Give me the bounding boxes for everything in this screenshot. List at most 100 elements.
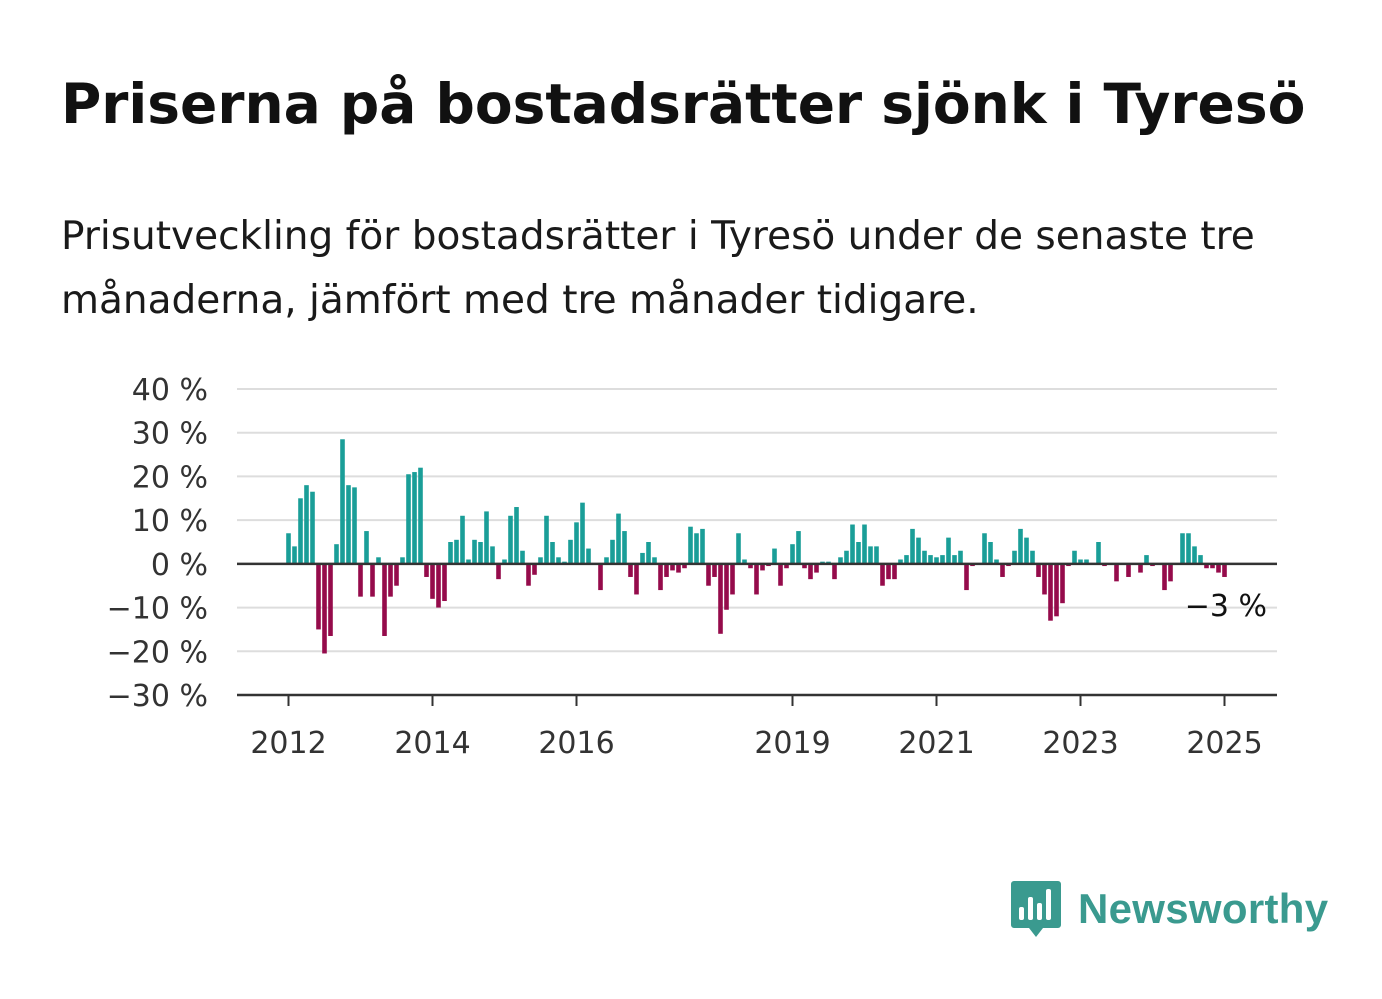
bar (1222, 563, 1227, 577)
bar (556, 557, 561, 564)
bar (376, 557, 381, 564)
bar (796, 531, 801, 564)
x-tick-label: 2012 (250, 726, 326, 761)
y-tick-label: 30 % (132, 417, 208, 452)
bar (988, 542, 993, 564)
bar-chart-speech-bubble-icon (1011, 881, 1061, 937)
bar (406, 474, 411, 564)
bar (1204, 563, 1209, 569)
bar (994, 559, 999, 564)
bar (934, 557, 939, 564)
bar (838, 557, 843, 564)
bar (586, 548, 591, 564)
bar (904, 555, 909, 564)
chart-subtitle: Prisutveckling för bostadsrätter i Tyres… (61, 214, 1255, 323)
bar (604, 557, 609, 564)
bar (460, 515, 465, 564)
bar (568, 539, 573, 564)
bar (1084, 559, 1089, 564)
bar (340, 439, 345, 564)
bar (880, 563, 885, 586)
y-tick-label: −20 % (107, 635, 208, 670)
bar (850, 524, 855, 564)
bar (490, 546, 495, 564)
bar (892, 563, 897, 580)
bar (454, 539, 459, 564)
x-tick-label: 2019 (754, 726, 830, 761)
bar (712, 563, 717, 577)
bar (670, 563, 675, 571)
bar (778, 563, 783, 586)
bar (394, 563, 399, 586)
bar (724, 563, 729, 610)
bar (1048, 563, 1053, 621)
bar (886, 563, 891, 580)
bar (316, 563, 321, 630)
bar (916, 537, 921, 564)
bar (484, 511, 489, 564)
bar (754, 563, 759, 595)
bar (1042, 563, 1047, 595)
bar (352, 487, 357, 564)
bar (790, 544, 795, 564)
bar (598, 563, 603, 591)
bar (646, 542, 651, 564)
bar (310, 491, 315, 564)
bar (682, 563, 687, 569)
bar (1180, 533, 1185, 564)
bar (946, 537, 951, 564)
bar (772, 548, 777, 564)
bar (430, 563, 435, 599)
bar (478, 542, 483, 564)
gridlines (237, 388, 1277, 653)
bar (1018, 528, 1023, 564)
bar (748, 563, 753, 569)
x-tick-label: 2014 (394, 726, 470, 761)
bar (544, 515, 549, 564)
bar (472, 539, 477, 564)
y-tick-label: −10 % (107, 592, 208, 627)
bar (634, 563, 639, 595)
x-tick-label: 2023 (1042, 726, 1118, 761)
bar (526, 563, 531, 586)
bar (658, 563, 663, 591)
bar (700, 528, 705, 564)
bar (940, 555, 945, 564)
bar (358, 563, 363, 597)
bar (676, 563, 681, 573)
newsworthy-logo: Newsworthy (1010, 878, 1328, 940)
bar (862, 524, 867, 564)
bar (328, 563, 333, 636)
bar (898, 559, 903, 564)
bar (1198, 555, 1203, 564)
bar (952, 555, 957, 564)
bar (982, 533, 987, 564)
bar (1012, 550, 1017, 564)
bar (1216, 563, 1221, 573)
bar (346, 485, 351, 564)
bar (964, 563, 969, 591)
chart-title: Priserna på bostadsrätter sjönk i Tyresö (61, 72, 1306, 136)
bar (1024, 537, 1029, 564)
bar (694, 533, 699, 564)
bar (874, 546, 879, 564)
bars (286, 439, 1227, 654)
bar (1030, 550, 1035, 564)
bar (856, 542, 861, 564)
bar (616, 513, 621, 564)
y-tick-label: 0 % (151, 548, 208, 583)
bar (1072, 550, 1077, 564)
x-tick-label: 2021 (898, 726, 974, 761)
bar (706, 563, 711, 586)
bar (1144, 555, 1149, 564)
bar (640, 552, 645, 564)
bar (610, 539, 615, 564)
bar (412, 472, 417, 564)
bar (304, 485, 309, 564)
bar (388, 563, 393, 597)
bar (784, 563, 789, 569)
bar (922, 550, 927, 564)
bar (382, 563, 387, 636)
bar (424, 563, 429, 577)
bar (1192, 546, 1197, 564)
